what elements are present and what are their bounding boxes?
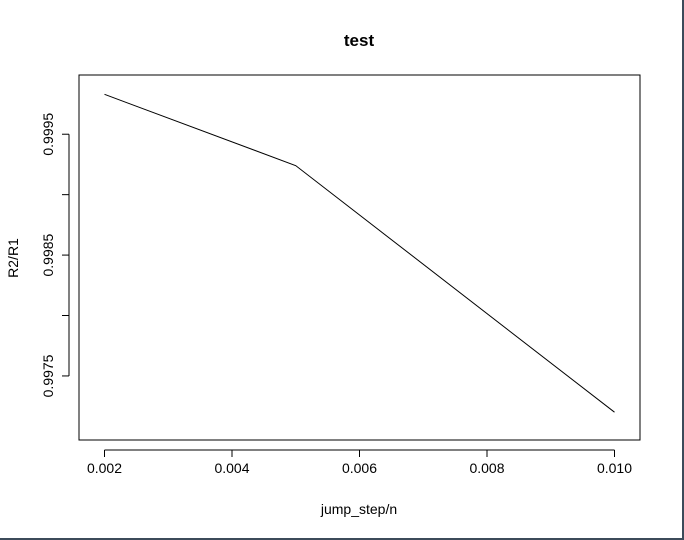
- y-tick-label: 0.9985: [40, 233, 56, 276]
- series-group: [104, 93, 615, 413]
- y-tick-label: 0.9975: [40, 354, 56, 397]
- series-line: [104, 93, 615, 413]
- x-tick-label: 0.008: [469, 460, 504, 476]
- x-tick-label: 0.002: [87, 460, 122, 476]
- chart-title: test: [344, 31, 375, 50]
- plot-box: [78, 74, 641, 441]
- x-axis: 0.002 0.004 0.006 0.008 0.010: [87, 449, 632, 476]
- x-tick-label: 0.006: [342, 460, 377, 476]
- x-tick-label: 0.010: [597, 460, 632, 476]
- y-axis-label: R2/R1: [5, 238, 21, 278]
- y-tick-label: 0.9995: [40, 113, 56, 156]
- x-axis-label: jump_step/n: [320, 501, 397, 517]
- y-axis: 0.9975 0.9985 0.9995: [40, 113, 70, 397]
- x-tick-label: 0.004: [214, 460, 249, 476]
